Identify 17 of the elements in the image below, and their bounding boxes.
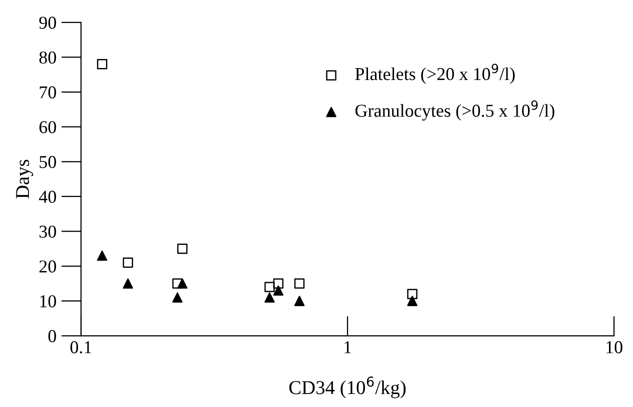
x-axis-title: CD34 (10$^{6}$/kg) (289, 376, 406, 398)
y-tick-label: 0 (48, 330, 56, 342)
y-tick-label: 30 (40, 226, 56, 238)
y-axis-title: Days (16, 160, 34, 199)
y-tick-label: 90 (39, 16, 56, 29)
y-tick-label: 20 (39, 260, 56, 273)
x-tick-label: 0.1 (70, 341, 92, 354)
y-tick-label: 60 (39, 121, 56, 134)
x-tick-label: 1 (344, 341, 351, 354)
y-tick-label: 10 (40, 295, 56, 308)
y-tick-label: 40 (39, 190, 56, 203)
y-tick-label: 70 (40, 86, 56, 98)
y-tick-label: 50 (40, 156, 56, 168)
legend-label: Platelets (>20 x 10$^{9}$/l) (355, 64, 515, 84)
y-tick-label: 80 (39, 51, 56, 64)
legend-label: Granulocytes (>0.5 x 10$^{9}$/l) (355, 100, 554, 121)
x-tick-label: 10 (606, 341, 622, 354)
